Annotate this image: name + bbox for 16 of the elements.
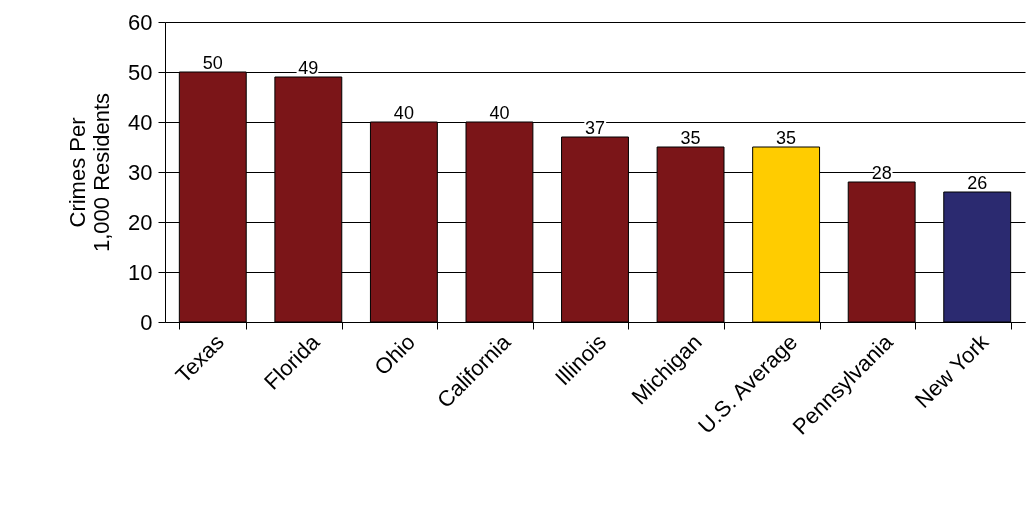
x-tick-label: Ohio <box>369 329 420 380</box>
data-label: 50 <box>202 53 223 73</box>
data-label: 35 <box>776 128 797 148</box>
data-label: 40 <box>489 103 510 123</box>
y-axis-title: Crimes Per 1,000 Residents <box>65 93 115 252</box>
y-tick-label: 50 <box>128 59 153 85</box>
y-tick-label: 0 <box>140 309 153 335</box>
data-label: 26 <box>967 173 988 193</box>
y-tick-label: 60 <box>128 9 153 35</box>
data-label: 35 <box>680 128 701 148</box>
data-label: 40 <box>393 103 414 123</box>
y-tick-label: 20 <box>128 209 153 235</box>
y-tick-label: 10 <box>128 259 153 285</box>
y-tick-label: 40 <box>128 109 153 135</box>
data-label: 37 <box>584 118 606 138</box>
y-tick-label: 30 <box>128 159 153 185</box>
